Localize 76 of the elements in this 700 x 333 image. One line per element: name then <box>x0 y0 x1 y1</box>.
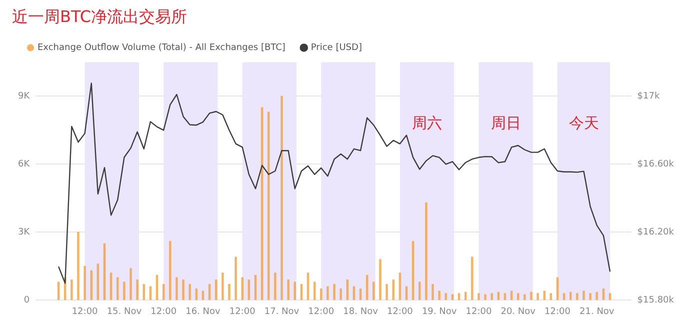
bar <box>274 272 276 300</box>
y-tick-label: 0 <box>24 296 30 306</box>
bar <box>188 284 191 300</box>
y2-tick-label: $15.80k <box>637 296 675 306</box>
bar <box>234 256 237 300</box>
bar <box>287 279 290 300</box>
chart-title: 近一周BTC净流出交易所 <box>12 6 187 26</box>
x-tick-label: 12:00 <box>150 306 177 317</box>
y2-tick-label: $16.60k <box>637 160 675 170</box>
x-tick-label: 19. Nov <box>422 306 458 317</box>
bar <box>326 286 329 300</box>
bar <box>386 284 388 300</box>
bar <box>268 112 270 300</box>
y-tick-label: 6K <box>18 160 31 170</box>
y2-tick-label: $16.20k <box>637 228 675 238</box>
bar <box>425 202 428 300</box>
bar <box>84 266 86 300</box>
bar <box>77 232 80 300</box>
bar <box>241 277 244 300</box>
bar <box>576 293 578 300</box>
bar <box>524 294 526 300</box>
bar <box>333 284 336 300</box>
legend-label: Exchange Outflow Volume (Total) - All Exchanges [BTC] <box>38 43 286 54</box>
bar <box>438 290 440 300</box>
y-tick-label: 3K <box>18 228 31 238</box>
bar <box>57 282 60 300</box>
band-label: 周六 <box>412 114 442 132</box>
band-label: 周日 <box>490 114 521 132</box>
bar <box>582 290 585 300</box>
bar <box>471 256 474 300</box>
bar <box>176 277 178 300</box>
bar <box>136 279 138 300</box>
bar <box>589 293 592 300</box>
bar <box>90 270 92 300</box>
x-tick-label: 12:00 <box>308 306 334 317</box>
x-tick-label: 15. Nov <box>106 306 142 317</box>
x-tick-label: 16. Nov <box>186 306 222 317</box>
bar <box>451 294 454 300</box>
bar <box>379 259 382 300</box>
bar <box>432 284 434 300</box>
x-tick-label: 12:00 <box>544 306 571 317</box>
x-tick-label: 12:00 <box>466 306 492 317</box>
bar <box>182 279 184 300</box>
x-tick-label: 20. Nov <box>500 306 536 317</box>
y2-tick-label: $17k <box>637 92 660 102</box>
bar <box>490 293 493 300</box>
y-tick-label: 9K <box>18 92 31 102</box>
bar <box>392 279 394 300</box>
bar <box>543 290 546 300</box>
bar <box>372 282 375 300</box>
bar <box>418 282 421 300</box>
bar <box>484 294 486 300</box>
x-tick-label: 12:00 <box>229 306 256 317</box>
bar <box>280 96 283 300</box>
bar <box>123 282 126 300</box>
bar <box>294 282 296 300</box>
bar <box>320 288 322 300</box>
bar <box>116 277 119 300</box>
bar <box>530 292 532 300</box>
bar <box>536 293 539 300</box>
x-tick-label: 12:00 <box>386 306 414 317</box>
bar <box>222 272 224 300</box>
x-tick-label: 18. Nov <box>343 306 379 317</box>
x-tick-label: 17. Nov <box>264 306 300 317</box>
x-tick-label: 12:00 <box>72 306 98 317</box>
bar <box>70 279 73 300</box>
bar <box>340 288 342 300</box>
legend-label: Price [USD] <box>310 43 362 54</box>
bar <box>228 284 230 300</box>
bar <box>570 292 572 300</box>
bar <box>169 240 172 300</box>
bar <box>313 282 316 300</box>
band-label: 今天 <box>568 114 599 132</box>
bar <box>478 293 480 300</box>
x-tick-label: 21. Nov <box>580 306 615 317</box>
bar <box>130 268 132 300</box>
